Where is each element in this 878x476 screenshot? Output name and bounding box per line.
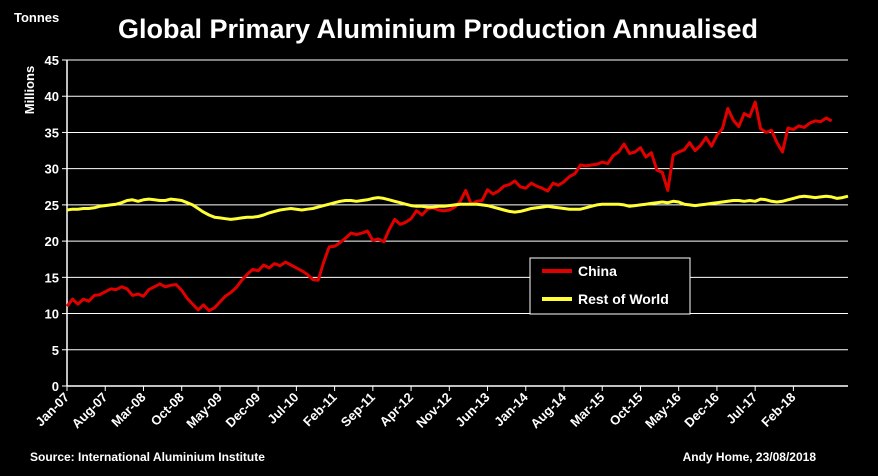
- credit-note: Andy Home, 23/08/2018: [683, 450, 817, 464]
- unit-label: Tonnes: [14, 10, 59, 25]
- legend-label-rest-of-world: Rest of World: [578, 291, 669, 307]
- legend: China Rest of World: [529, 257, 691, 315]
- y-tick-label-35: 35: [45, 125, 59, 140]
- y-tick-label-30: 30: [45, 162, 59, 177]
- y-tick-label-0: 0: [52, 379, 59, 394]
- source-note: Source: International Aluminium Institut…: [30, 450, 265, 464]
- y-tick-label-40: 40: [45, 89, 59, 104]
- series-line-china: [65, 100, 833, 313]
- y-axis-label: Millions: [22, 66, 37, 114]
- y-axis-ticks: 0 5 10 15 20 25 30 35 40 45: [45, 53, 67, 394]
- y-tick-label-25: 25: [45, 198, 59, 213]
- y-tick-label-5: 5: [52, 343, 59, 358]
- legend-label-china: China: [578, 263, 617, 279]
- series-lines: [65, 100, 849, 313]
- y-tick-label-20: 20: [45, 234, 59, 249]
- legend-box: [529, 257, 691, 315]
- y-tick-label-15: 15: [45, 270, 59, 285]
- chart-title: Global Primary Aluminium Production Annu…: [118, 14, 758, 44]
- axes: [66, 60, 848, 387]
- y-tick-label-45: 45: [45, 53, 59, 68]
- series-line-rest-of-world: [66, 194, 849, 221]
- y-tick-label-10: 10: [45, 307, 59, 322]
